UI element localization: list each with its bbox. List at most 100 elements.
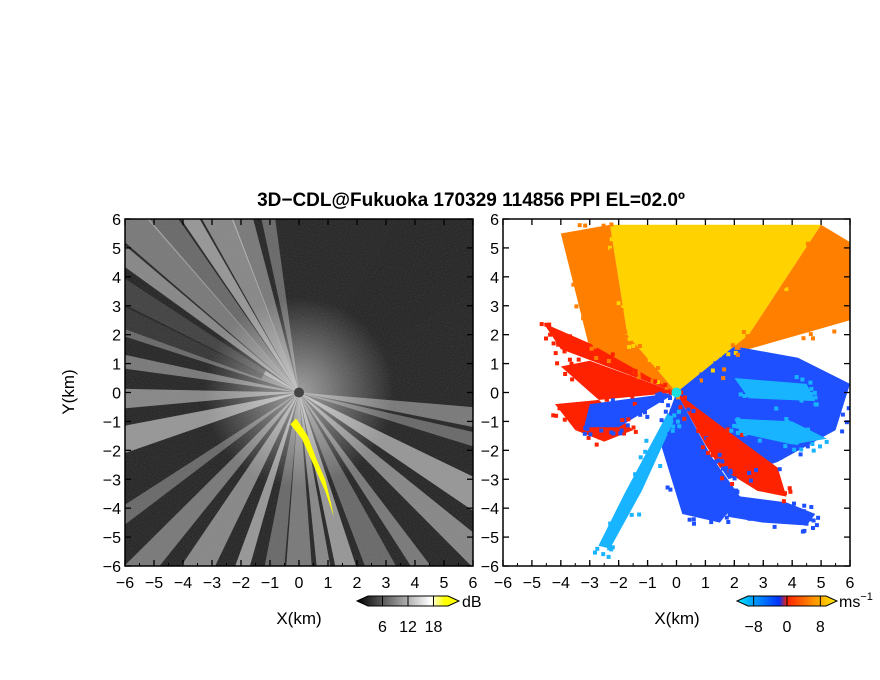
velocity-speckle (802, 509, 806, 514)
velocity-speckle (626, 405, 631, 410)
velocity-speckle (607, 546, 612, 551)
velocity-speckle (667, 432, 672, 436)
y-tick-label: 6 (490, 212, 499, 229)
velocity-speckle (570, 377, 575, 382)
velocity-speckle (658, 464, 663, 468)
velocity-speckle (609, 222, 614, 227)
velocity-speckle (744, 381, 749, 386)
velocity-speckle (745, 431, 749, 435)
velocity-speckle (724, 466, 729, 471)
y-tick-label: −5 (481, 530, 499, 547)
velocity-speckle (813, 395, 818, 400)
velocity-speckle (749, 350, 753, 354)
velocity-region-cyan (734, 378, 816, 402)
velocity-speckle (644, 438, 649, 443)
velocity-speckle (650, 379, 655, 384)
velocity-speckle (678, 405, 683, 410)
velocity-speckle (740, 381, 745, 385)
velocity-speckle (754, 393, 759, 398)
velocity-speckle (610, 352, 615, 357)
x-tick-label: 2 (353, 575, 362, 592)
velocity-speckle (840, 429, 845, 434)
velocity-speckle (812, 390, 817, 395)
velocity-region-orange (676, 224, 850, 393)
velocity-speckle (585, 426, 590, 431)
velocity-speckle (600, 234, 605, 239)
velocity-speckle (569, 361, 574, 366)
velocity-speckle (565, 346, 570, 351)
velocity-speckle (746, 449, 751, 454)
velocity-speckle (811, 526, 815, 530)
velocity-speckle (839, 317, 844, 321)
velocity-speckle (759, 483, 764, 488)
x-tick-label: 4 (411, 575, 420, 592)
velocity-speckle (682, 395, 687, 400)
x-tick-label: −4 (174, 575, 192, 592)
y-tick-label: 2 (112, 328, 121, 345)
x-tick-label: −3 (203, 575, 221, 592)
velocity-speckle (717, 502, 722, 507)
velocity-speckle (604, 421, 609, 426)
velocity-speckle (710, 368, 715, 373)
strong-echo-region (290, 418, 334, 517)
velocity-speckle (594, 364, 598, 369)
velocity-speckle (722, 510, 727, 515)
colorbar-tick-label: 6 (378, 619, 387, 636)
velocity-speckle (727, 495, 732, 500)
velocity-speckle (593, 550, 597, 555)
velocity-speckle (562, 349, 567, 354)
velocity-speckle (686, 407, 691, 412)
velocity-region-cyan (598, 412, 674, 549)
velocity-speckle (720, 476, 725, 481)
velocity-speckle (818, 233, 823, 238)
velocity-speckle (687, 517, 692, 522)
velocity-speckle (705, 437, 710, 441)
velocity-speckle (539, 322, 544, 327)
velocity-speckle (741, 427, 746, 432)
velocity-speckle (636, 371, 641, 375)
velocity-speckle (690, 413, 695, 418)
velocity-speckle (757, 433, 761, 437)
velocity-speckle (767, 382, 772, 387)
velocity-speckle (638, 412, 643, 417)
velocity-speckle (724, 495, 729, 500)
velocity-speckle (787, 486, 792, 491)
velocity-speckle (805, 241, 810, 246)
velocity-speckle (711, 363, 716, 368)
velocity-speckle (625, 423, 630, 428)
backscatter-colorbar-ticks: 6 12 18 (378, 596, 443, 636)
velocity-speckle (691, 409, 696, 413)
velocity-speckle (734, 488, 739, 493)
velocity-speckle (806, 427, 811, 432)
velocity-speckle (810, 442, 815, 446)
velocity-speckle (594, 356, 599, 360)
velocity-speckle (584, 381, 589, 386)
velocity-speckle (846, 406, 850, 411)
velocity-speckle (735, 424, 740, 429)
velocity-speckle (557, 406, 562, 411)
velocity-speckle (609, 430, 614, 435)
velocity-speckle (811, 336, 815, 341)
velocity-speckle (628, 497, 632, 501)
velocity-speckle (785, 419, 790, 424)
velocity-speckle (591, 410, 596, 415)
velocity-speckle (653, 379, 658, 384)
velocity-speckle (805, 444, 810, 449)
velocity-speckle (799, 447, 804, 452)
velocity-speckle (637, 512, 642, 517)
y-tick-label: 4 (490, 270, 499, 287)
velocity-speckle (846, 295, 850, 300)
velocity-speckle (813, 402, 818, 407)
x-tick-label: 2 (730, 575, 739, 592)
velocity-speckle (725, 488, 730, 493)
colorbar-tick-label: 0 (783, 619, 792, 636)
velocity-panel: −6 −5 −4 −3 −2 −1 0 1 2 3 4 5 6 −6 −5 −4 −3 −2 −1 0 1 2 3 4 5 6 X… (481, 212, 855, 628)
velocity-speckle (625, 315, 630, 320)
velocity-speckle (834, 416, 839, 420)
colorbar-tick-label: 8 (816, 619, 825, 636)
x-tick-label: 0 (295, 575, 304, 592)
velocity-speckle (795, 383, 800, 388)
velocity-speckle (621, 305, 626, 310)
velocity-speckle (620, 405, 625, 410)
x-tick-label: −6 (494, 575, 512, 592)
